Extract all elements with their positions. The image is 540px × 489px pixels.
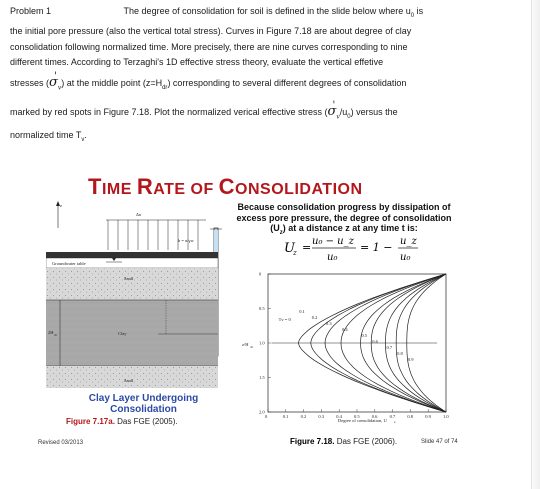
y-tick-label: 1.0 (259, 341, 265, 346)
problem-label: Problem 1 (10, 6, 52, 16)
figure-7-17-caption: Figure 7.17a. Das FGE (2005). (66, 417, 178, 426)
figure-7-18-caption: Figure 7.18. Das FGE (2006). (290, 437, 398, 446)
formula-svg: U z = u₀ − u_z u₀ = 1 − u_z u₀ (284, 236, 418, 263)
y-tick-label: 0 (259, 272, 262, 277)
y-axis-label: z/H (242, 342, 249, 347)
x-tick-label: 1.0 (443, 414, 449, 419)
isochrone-label: 0.8 (397, 351, 403, 356)
isochrone-curve (360, 273, 447, 413)
problem-line-2: the initial pore pressure (also the vert… (10, 26, 412, 37)
h-label: h = u/γw (178, 238, 195, 243)
sigma-symbol-2: σv (327, 104, 339, 121)
isochrone-label: 0.9 (408, 357, 414, 362)
slide-description: Because consolidation progress by dissip… (236, 202, 452, 236)
x-tick-label: 0.4 (336, 414, 342, 419)
x-tick-label: 0.9 (425, 414, 431, 419)
slide-title: TIME RATE OF CONSOLIDATION (88, 174, 363, 199)
svg-text:U: U (284, 241, 296, 256)
isochrone-label: 0.1 (299, 309, 305, 314)
isochrone-curve (297, 273, 447, 413)
y-tick-label: 1.5 (259, 375, 265, 380)
sand-layer-top (46, 268, 218, 300)
x-tick-label: 0.8 (407, 414, 413, 419)
x-tick-label: 0.3 (318, 414, 324, 419)
revised-date: Revised 03/2013 (38, 440, 84, 446)
sand-bottom-label: Sand (124, 378, 134, 383)
isochrone-label: 0.3 (326, 321, 332, 326)
x-tick-label: 0.7 (390, 414, 396, 419)
x-tick-label: 0.1 (283, 414, 289, 419)
problem-line-4: different times. According to Terzaghi's… (10, 57, 384, 68)
svg-text:=: = (302, 241, 311, 254)
consolidation-chart: Degree of consolidation, U z z/H dr 0 0.1… (242, 272, 449, 425)
x-tick-label: 0 (265, 414, 268, 419)
page-edge-shadow (531, 0, 540, 489)
svg-text:u_z: u_z (400, 236, 417, 247)
isochrone-label: 0.6 (372, 339, 378, 344)
problem-line-5: stresses (σv) at the middle point (z=Hdr… (10, 75, 522, 96)
z-label: z (60, 203, 62, 208)
isochrone-curve (324, 273, 447, 413)
isochrone-curve (406, 273, 447, 413)
clay-layer-diagram: z Δσ h = u/γw Groundwater table Sand C (46, 201, 222, 388)
problem-line-3: consolidation following normalized time.… (10, 41, 408, 52)
ground-surface (46, 252, 218, 258)
sand-layer-bottom (46, 366, 218, 388)
slide-number: Slide 47 of 74 (421, 439, 458, 445)
embedded-slide: TIME RATE OF CONSOLIDATION Because conso… (28, 160, 480, 460)
problem-line-6: marked by red spots in Figure 7.18. Plot… (10, 104, 522, 125)
hdr-label: 2H (48, 330, 54, 335)
tv-zero-label: Tv = 0 (279, 317, 292, 322)
delta-sigma-label: Δσ (136, 212, 142, 217)
isochrone-label: 0.7 (386, 345, 392, 350)
isochrone-curve (385, 273, 447, 413)
load-arrows (106, 219, 206, 250)
groundwater-label: Groundwater table (52, 261, 86, 266)
clay-layer (46, 300, 218, 366)
sigma-symbol: σv (49, 75, 61, 92)
svg-text:z: z (394, 420, 396, 424)
isochrone-curve (395, 273, 447, 413)
svg-text:u₀ − u_z: u₀ − u_z (312, 236, 355, 247)
svg-text:u₀: u₀ (400, 252, 410, 263)
isochrone-curve (310, 273, 447, 413)
y-tick-label: 2.0 (259, 410, 265, 415)
y-tick-label: 0.5 (259, 306, 265, 311)
problem-statement: Problem 1 The degree of consolidation fo… (10, 4, 522, 149)
svg-text:dr: dr (250, 345, 254, 349)
isochrone-label: 0.2 (312, 315, 318, 320)
svg-text:= 1 −: = 1 − (360, 241, 392, 254)
x-tick-label: 0.6 (372, 414, 378, 419)
x-tick-label: 0.5 (354, 414, 360, 419)
x-axis-label: Degree of consolidation, U (338, 418, 387, 424)
svg-text:dr: dr (54, 333, 58, 337)
isochrone-label: 0.4 (342, 327, 348, 332)
clay-layer-caption: Clay Layer Undergoing Consolidation (88, 393, 199, 415)
problem-line-1: Problem 1 The degree of consolidation fo… (10, 6, 424, 19)
consolidation-formula: U z = u₀ − u_z u₀ = 1 − u_z u₀ (282, 232, 442, 269)
svg-text:u₀: u₀ (327, 252, 337, 263)
isochrone-label: 0.5 (362, 333, 368, 338)
svg-text:z: z (292, 249, 297, 257)
x-tick-label: 0.2 (301, 414, 307, 419)
isochrone-curve (370, 273, 447, 413)
isochrone-curve (340, 273, 447, 413)
sand-top-label: Sand (124, 276, 134, 281)
clay-label: Clay (118, 331, 127, 336)
problem-line-7: normalized time Tv. (10, 130, 87, 144)
